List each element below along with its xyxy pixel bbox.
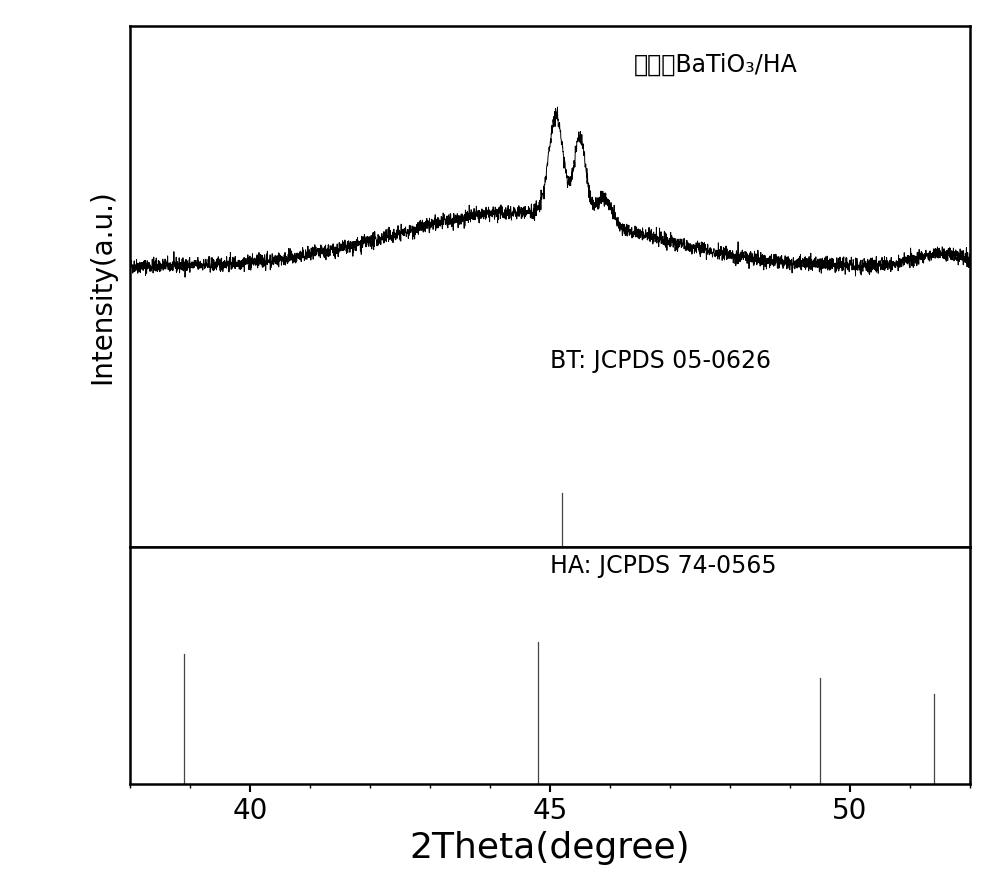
Text: HA: JCPDS 74-0565: HA: JCPDS 74-0565 — [550, 554, 777, 579]
Text: 四方相BaTiO₃/HA: 四方相BaTiO₃/HA — [634, 53, 798, 77]
Text: BT: JCPDS 05-0626: BT: JCPDS 05-0626 — [550, 350, 771, 374]
X-axis label: 2Theta(degree): 2Theta(degree) — [410, 831, 690, 865]
Y-axis label: Intensity(a.u.): Intensity(a.u.) — [88, 189, 116, 384]
